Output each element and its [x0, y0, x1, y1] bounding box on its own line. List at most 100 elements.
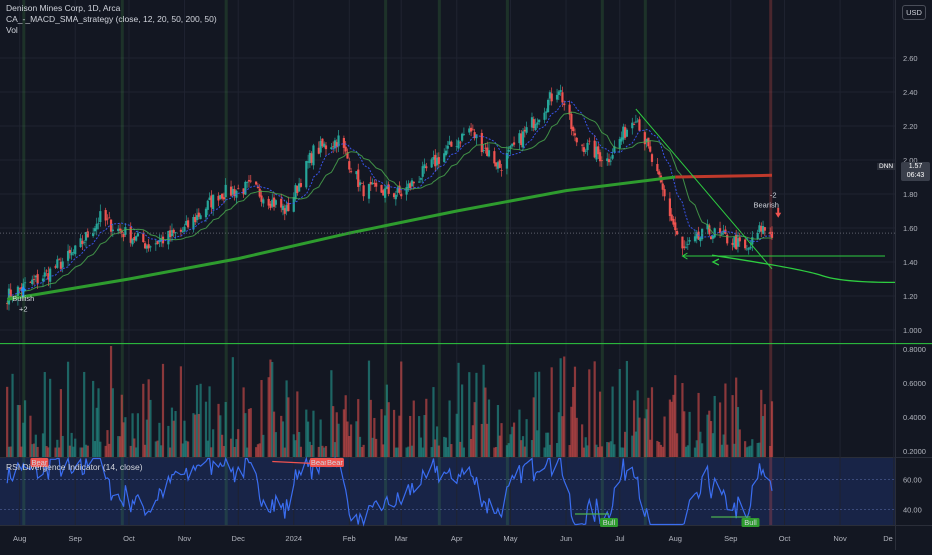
buy-signal-band [600, 0, 604, 525]
volume-bar [124, 417, 127, 457]
price-candle [761, 225, 765, 234]
price-candle [486, 147, 489, 156]
currency-button[interactable]: USD [902, 5, 926, 20]
volume-bar [681, 383, 684, 457]
volume-bar [199, 383, 202, 457]
price-candle [593, 140, 596, 158]
price-candle [674, 222, 677, 231]
volume-bar [357, 399, 360, 457]
annotation-bearish-value: -2 [770, 190, 777, 199]
volume-bar [547, 432, 550, 457]
volume-bar [104, 445, 107, 457]
rsi-bear-badge [325, 458, 344, 467]
time-axis-tick-sep: Sep [69, 534, 82, 543]
price-candle [16, 286, 20, 300]
price-candle [632, 124, 636, 126]
price-candle [160, 238, 163, 242]
volume-bar [609, 441, 612, 457]
volume-bar [520, 440, 523, 457]
legend-title: Denison Mines Corp, 1D, Arca [6, 3, 121, 13]
volume-bar [174, 411, 177, 457]
price-candle [249, 180, 252, 182]
volume-bar [459, 441, 462, 457]
volume-bar [323, 447, 326, 457]
legend-volume: Vol [6, 25, 18, 35]
volume-bar [597, 447, 600, 457]
volume-bar [147, 379, 150, 457]
price-candle [446, 145, 449, 149]
volume-bar [573, 366, 577, 457]
price-candle [661, 183, 664, 190]
price-candle [507, 149, 510, 152]
time-axis-tick-may: May [503, 534, 517, 543]
volume-bar [469, 438, 473, 457]
volume-bar [572, 386, 575, 457]
volume-bar [298, 432, 301, 457]
price-candle [572, 127, 575, 132]
price-candle [760, 226, 763, 232]
price-candle [346, 152, 349, 159]
price-candle [183, 226, 186, 232]
volume-bar [229, 438, 233, 457]
price-candle [362, 185, 365, 197]
sma-200-line [6, 175, 676, 301]
annotation-bearish-label: Bearish [753, 201, 778, 210]
volume-bar [724, 383, 727, 457]
price-candle [484, 147, 487, 149]
price-candle [735, 234, 738, 250]
price-candle [45, 270, 48, 272]
volume-bar [59, 389, 63, 457]
volume-bar [534, 372, 537, 457]
price-candle [280, 198, 283, 208]
price-candle [285, 205, 288, 212]
volume-bar [324, 446, 328, 457]
volume-bar [296, 391, 299, 457]
volume-bar [186, 441, 190, 457]
price-candle [367, 183, 371, 199]
volume-bar [283, 447, 286, 457]
price-candle [231, 188, 234, 195]
price-candle [432, 156, 435, 160]
volume-bar [262, 434, 265, 457]
volume-axis-tick: 0.6000 [903, 379, 926, 388]
price-candle [469, 127, 473, 132]
volume-bar [493, 447, 496, 457]
volume-bar [219, 415, 222, 457]
price-candle [267, 198, 270, 206]
volume-bar [29, 415, 32, 457]
price-candle [294, 185, 297, 200]
volume-bar [93, 441, 97, 457]
volume-bar [761, 416, 765, 457]
volume-bar [733, 443, 736, 457]
volume-bar [170, 407, 174, 457]
volume-bar [333, 442, 337, 457]
price-candle [247, 179, 251, 182]
price-candle [185, 220, 188, 226]
volume-bar [625, 360, 629, 457]
volume-bar [16, 404, 20, 457]
price-candle [357, 169, 360, 187]
volume-bar [321, 445, 324, 457]
volume-bar [158, 422, 161, 457]
volume-bar [744, 441, 747, 457]
price-candle [448, 141, 451, 145]
time-axis-tick-nov: Nov [178, 534, 192, 543]
volume-bar [7, 446, 11, 457]
volume-bar [484, 387, 487, 457]
price-candle [305, 161, 308, 188]
price-candle [622, 126, 625, 140]
volume-bar [699, 431, 702, 457]
volume-bar [244, 413, 247, 457]
price-axis-tick: 1.60 [903, 224, 918, 233]
price-candle [394, 194, 397, 200]
price-candle [145, 245, 148, 249]
price-candle [471, 129, 474, 131]
price-candle [498, 160, 501, 168]
price-candle [496, 162, 500, 169]
volume-bar [745, 447, 749, 457]
volume-bar [557, 412, 560, 457]
volume-bar [670, 401, 673, 457]
price-candle [272, 197, 276, 207]
price-candle [108, 217, 111, 219]
